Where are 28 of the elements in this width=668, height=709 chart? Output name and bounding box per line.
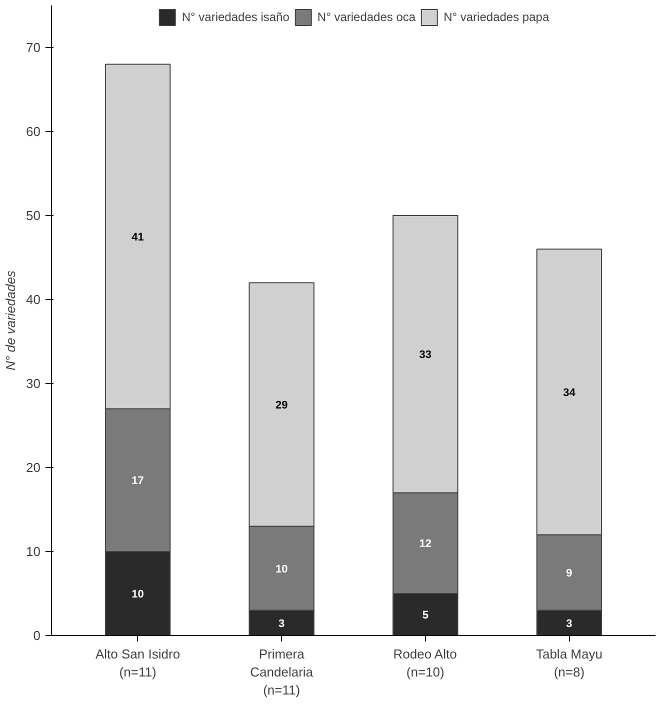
data-label: 9 bbox=[566, 568, 572, 580]
x-tick-label: Tabla Mayu (n=8) bbox=[536, 646, 602, 680]
legend-label: N° variedades papa bbox=[444, 10, 550, 24]
x-tick-label: Alto San Isidro (n=11) bbox=[96, 646, 180, 680]
legend-label: N° variedades oca bbox=[317, 10, 416, 24]
y-tick-label: 40 bbox=[26, 292, 41, 307]
data-label: 12 bbox=[419, 538, 432, 550]
data-label: 3 bbox=[278, 618, 285, 630]
y-tick-label: 10 bbox=[26, 544, 41, 559]
y-tick-label: 20 bbox=[26, 460, 41, 475]
y-tick-label: 30 bbox=[26, 376, 41, 391]
y-tick-label: 0 bbox=[33, 628, 41, 643]
data-label: 5 bbox=[422, 610, 428, 622]
y-tick-label: 70 bbox=[26, 40, 41, 55]
data-label: 41 bbox=[132, 232, 144, 244]
legend-label: N° variedades isaño bbox=[182, 10, 290, 24]
data-label: 10 bbox=[132, 588, 144, 600]
y-tick-label: 50 bbox=[26, 208, 41, 223]
data-label: 34 bbox=[563, 386, 576, 399]
data-label: 17 bbox=[132, 475, 144, 488]
data-label: 3 bbox=[566, 618, 572, 630]
x-tick-label: Rodeo Alto (n=10) bbox=[393, 646, 457, 680]
data-label: 10 bbox=[275, 563, 288, 576]
x-tick-label: Primera Candelaria (n=11) bbox=[250, 646, 314, 698]
data-label: 33 bbox=[419, 349, 432, 362]
y-tick-label: 60 bbox=[26, 124, 41, 139]
y-axis-title: N° de variedades bbox=[3, 270, 18, 370]
data-label: 29 bbox=[275, 400, 288, 412]
